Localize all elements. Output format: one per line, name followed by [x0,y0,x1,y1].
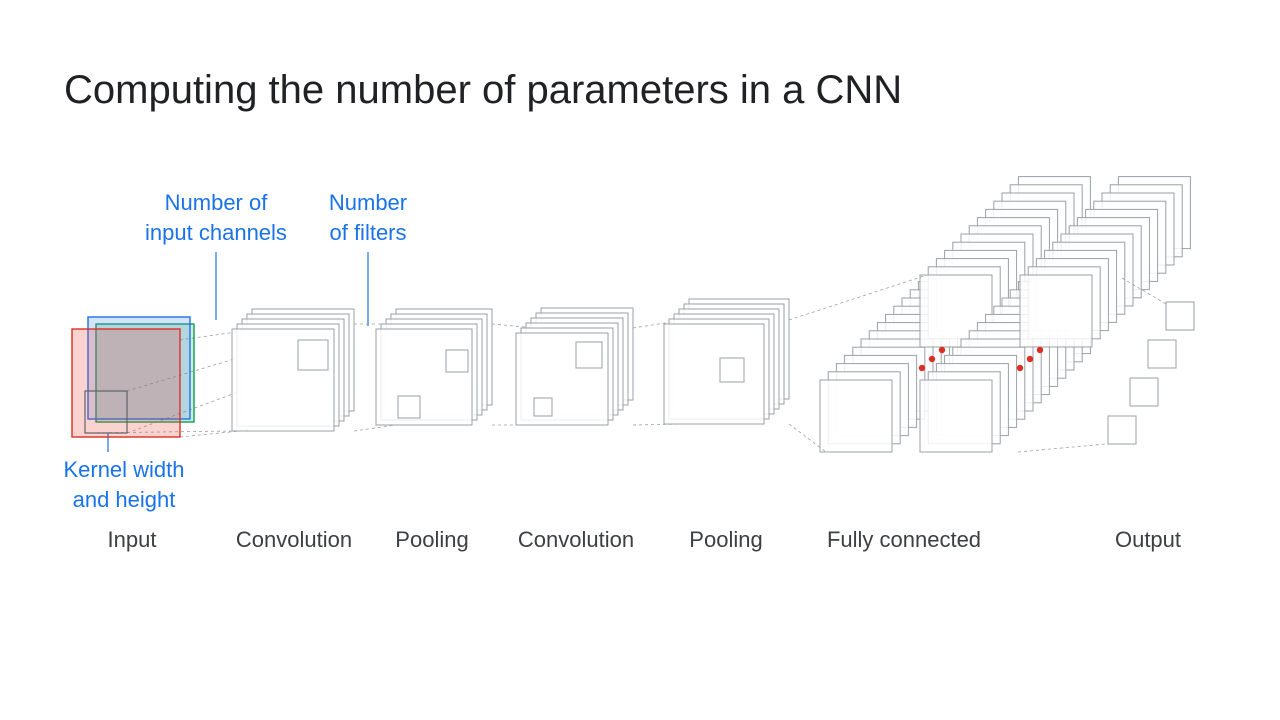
diagram-svg [0,0,1280,720]
